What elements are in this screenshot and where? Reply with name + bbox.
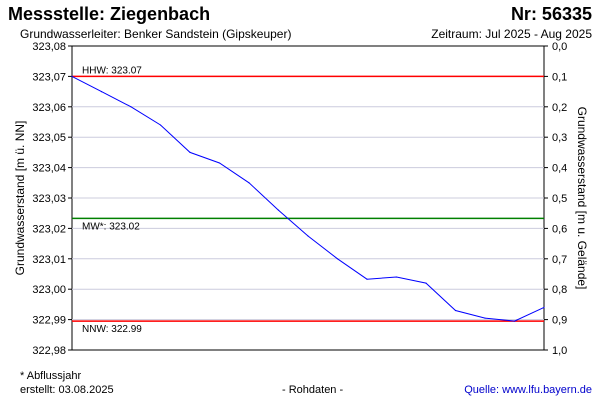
data-point xyxy=(543,306,545,309)
y-tick-label: 323,05 xyxy=(32,132,66,144)
y2-tick-label: 0,4 xyxy=(552,163,567,175)
aquifer-label: Grundwasserleiter: Benker Sandstein (Gip… xyxy=(20,27,292,41)
data-point xyxy=(454,309,457,312)
data-point xyxy=(159,124,162,126)
data-point xyxy=(130,106,132,108)
data-point xyxy=(336,258,339,260)
footnote: * Abflussjahr xyxy=(20,370,82,382)
y2-tick-label: 0,8 xyxy=(552,284,567,296)
y2-tick-label: 0,6 xyxy=(552,223,567,235)
reference-line-label: MW*: 323.02 xyxy=(82,221,140,232)
data-point xyxy=(395,276,398,278)
data-point xyxy=(189,151,191,153)
data-point xyxy=(248,182,250,184)
period-label: Zeitraum: Jul 2025 - Aug 2025 xyxy=(431,27,592,41)
data-point xyxy=(277,209,280,211)
reference-line-label: NNW: 322.99 xyxy=(82,324,142,335)
reference-line-label: HHW: 323.07 xyxy=(82,65,142,76)
station-title: Messstelle: Ziegenbach xyxy=(8,4,211,24)
y-tick-label: 322,98 xyxy=(32,345,66,357)
y2-axis-title: Grundwasserstand [m u. Gelände] xyxy=(575,107,589,290)
y2-tick-label: 0,1 xyxy=(552,71,567,83)
y2-tick-label: 0,9 xyxy=(552,315,567,327)
y-tick-label: 323,02 xyxy=(32,223,66,235)
data-point xyxy=(484,317,486,319)
y-tick-label: 323,07 xyxy=(32,71,66,83)
y-tick-label: 323,01 xyxy=(32,254,66,266)
data-point xyxy=(513,320,516,322)
y-tick-label: 323,00 xyxy=(32,284,66,296)
data-point xyxy=(218,162,221,164)
created-date: erstellt: 03.08.2025 xyxy=(20,384,114,396)
y-axis-title: Grundwasserstand [m ü. NN] xyxy=(13,121,27,276)
station-number: Nr: 56335 xyxy=(510,4,592,24)
y-tick-label: 322,99 xyxy=(32,315,66,327)
raw-data-note: - Rohdaten - xyxy=(282,384,344,396)
y2-tick-label: 0,7 xyxy=(552,254,567,266)
y2-tick-label: 1,0 xyxy=(552,345,567,357)
y-tick-label: 323,06 xyxy=(32,102,66,114)
y-tick-label: 323,03 xyxy=(32,193,66,205)
source-link[interactable]: Quelle: www.lfu.bayern.de xyxy=(464,384,592,396)
y2-tick-label: 0,5 xyxy=(552,193,567,205)
data-point xyxy=(307,235,309,237)
data-point xyxy=(71,75,73,77)
data-point xyxy=(100,91,103,93)
data-point xyxy=(425,282,427,284)
y-tick-label: 323,08 xyxy=(32,41,66,53)
y-tick-label: 323,04 xyxy=(32,163,66,175)
data-point xyxy=(366,278,368,280)
y2-tick-label: 0,0 xyxy=(552,41,567,53)
y2-tick-label: 0,2 xyxy=(552,102,567,114)
y2-tick-label: 0,3 xyxy=(552,132,567,144)
